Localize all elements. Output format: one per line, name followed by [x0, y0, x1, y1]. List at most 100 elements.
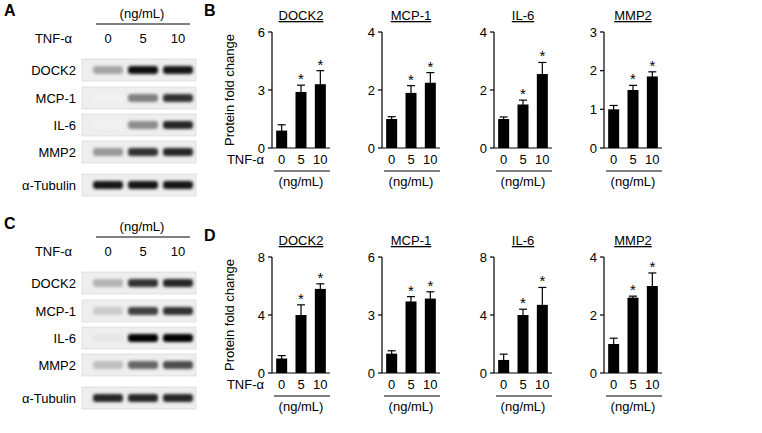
x-axis-label: TNF-α	[227, 152, 265, 167]
blot-band	[128, 279, 158, 287]
blot-band	[163, 94, 193, 102]
error-cap	[278, 124, 286, 125]
unit-label: (ng/mL)	[389, 174, 434, 189]
y-axis-label: Protein fold change	[222, 259, 237, 371]
unit-bracket	[384, 171, 440, 172]
y-tick-label: 3	[590, 25, 597, 40]
y-tick	[600, 70, 604, 71]
blot-panel: C(ng/mL)TNF-α0510DOCK2MCP-1IL-6MMP2α-Tub…	[4, 215, 196, 409]
x-tick-label: 10	[423, 377, 437, 392]
y-tick-label: 0	[590, 366, 597, 381]
x-axis-label: TNF-α	[227, 377, 265, 392]
blot-band	[128, 307, 158, 315]
error-bar	[542, 287, 543, 322]
panel-label: A	[4, 2, 16, 19]
y-axis	[603, 32, 604, 148]
y-tick-label: 2	[590, 63, 597, 78]
blot-band	[93, 334, 123, 342]
x-tick-label: 10	[535, 377, 549, 392]
unit-bracket	[496, 171, 552, 172]
blot-strip	[82, 59, 196, 81]
x-tick-label: 5	[519, 152, 526, 167]
blot-strip	[82, 272, 196, 294]
bar	[518, 315, 529, 373]
bar	[628, 298, 639, 373]
y-tick-label: 8	[480, 250, 487, 265]
y-tick-label: 2	[480, 83, 487, 98]
unit-label: (ng/mL)	[501, 174, 546, 189]
unit-bracket	[384, 396, 440, 397]
bar	[425, 299, 436, 373]
chart-title: MMP2	[614, 8, 652, 23]
error-cap	[610, 338, 618, 339]
unit-bracket	[274, 396, 330, 397]
error-bar	[430, 73, 431, 93]
x-tick-label: 5	[297, 377, 304, 392]
y-tick-label: 3	[368, 308, 375, 323]
unit-label: (ng/mL)	[120, 219, 165, 234]
y-tick	[378, 147, 382, 148]
blot-band	[93, 66, 123, 74]
unit-label: (ng/mL)	[279, 399, 324, 414]
y-tick-label: 0	[590, 141, 597, 156]
panel-label: B	[204, 2, 216, 19]
y-tick-label: 3	[258, 83, 265, 98]
row-label: MCP-1	[36, 91, 76, 106]
blot-band	[163, 334, 193, 342]
blot-band	[128, 121, 158, 129]
x-tick-label: 10	[423, 152, 437, 167]
bar-chart: DOCK2048Protein fold change05*10*TNF-α(n…	[222, 233, 330, 414]
y-tick-label: 6	[368, 250, 375, 265]
bar-chart: MMP2012305*10*(ng/mL)	[590, 8, 662, 189]
unit-label: (ng/mL)	[611, 399, 656, 414]
blot-band	[93, 181, 123, 189]
x-tick-label: 5	[629, 152, 636, 167]
x-tick-label: 10	[313, 152, 327, 167]
error-cap	[500, 354, 508, 355]
y-tick	[268, 314, 272, 315]
bar-chart: MCP-103605*10*(ng/mL)	[368, 233, 440, 414]
x-tick-label: 0	[278, 377, 285, 392]
bar-chart: IL-604805*10*(ng/mL)	[480, 233, 552, 414]
error-cap	[278, 355, 286, 356]
lane-label: 0	[104, 31, 111, 46]
y-tick	[600, 314, 604, 315]
blot-band	[93, 94, 123, 102]
y-tick-label: 2	[590, 308, 597, 323]
blot-strip	[82, 114, 196, 136]
y-axis-label: Protein fold change	[222, 34, 237, 146]
bar	[608, 109, 619, 148]
error-cap	[388, 350, 396, 351]
blot-band	[93, 121, 123, 129]
blot-band	[93, 307, 123, 315]
y-tick-label: 4	[368, 25, 375, 40]
y-tick	[600, 31, 604, 32]
error-cap	[610, 105, 618, 106]
y-tick	[378, 256, 382, 257]
y-tick	[268, 256, 272, 257]
y-tick	[490, 372, 494, 373]
blot-strip	[82, 174, 196, 196]
blot-band	[163, 361, 193, 369]
marks	[276, 71, 326, 148]
bar	[498, 119, 509, 148]
y-tick-label: 8	[258, 250, 265, 265]
blot-strip	[82, 387, 196, 409]
y-tick	[600, 109, 604, 110]
blot-band	[93, 361, 123, 369]
blot-band	[128, 94, 158, 102]
significance: *	[298, 70, 304, 87]
row-label: MMP2	[38, 145, 76, 160]
significance: *	[649, 258, 655, 275]
unit-label: (ng/mL)	[501, 399, 546, 414]
y-tick	[378, 314, 382, 315]
y-tick-label: 0	[480, 366, 487, 381]
x-tick-label: 5	[519, 377, 526, 392]
bar-chart: DOCK2036Protein fold change05*10*TNF-α(n…	[222, 8, 330, 189]
error-bar	[430, 292, 431, 306]
blot-panel: A(ng/mL)TNF-α0510DOCK2MCP-1IL-6MMP2α-Tub…	[4, 2, 196, 196]
lane-label: 10	[171, 244, 185, 259]
significance: *	[427, 277, 433, 294]
unit-label: (ng/mL)	[120, 6, 165, 21]
blot-band	[163, 279, 193, 287]
